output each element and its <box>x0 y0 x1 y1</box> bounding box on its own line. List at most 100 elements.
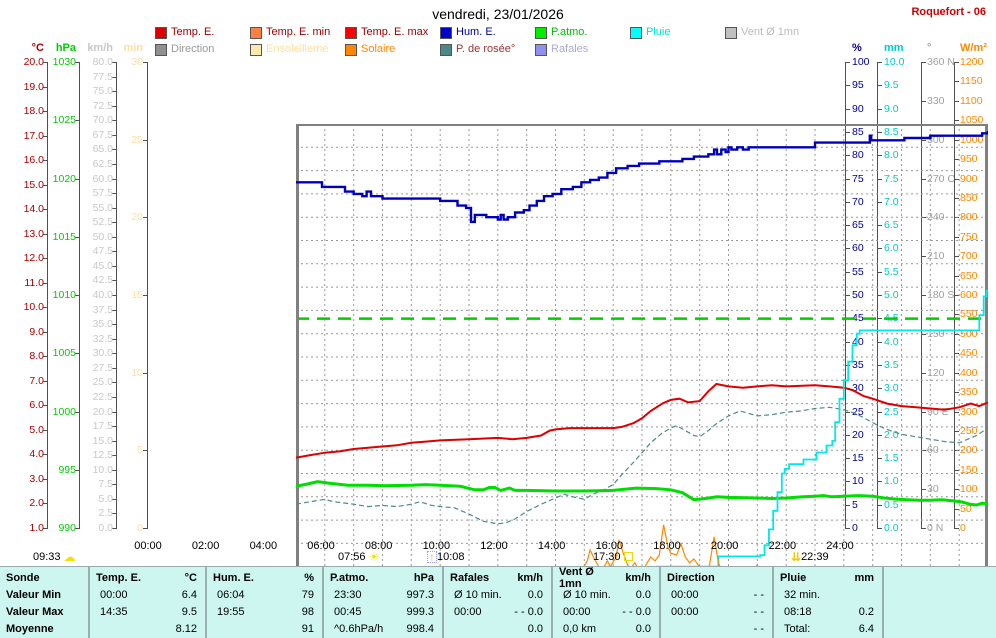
tick-label: 7.0 <box>884 195 899 208</box>
tick <box>112 528 116 529</box>
stats-cell-time: 14:35 <box>100 605 128 618</box>
legend-swatch <box>250 27 262 39</box>
stats-cell-value: 0.2 <box>858 605 874 618</box>
tick-label: 50 <box>852 289 864 301</box>
tick <box>112 222 116 224</box>
tick-label: 13.0 <box>23 227 44 240</box>
time-label: 20:00 <box>710 540 739 552</box>
tick-label: 10.0 <box>23 301 44 314</box>
tick-label: 0.5 <box>884 498 899 511</box>
tick-label: 400 <box>960 366 978 379</box>
cloud-icon: ☁ <box>63 550 76 564</box>
tick-label: 700 <box>960 250 978 263</box>
tick <box>75 295 79 296</box>
arrow-up-icon: ↑ <box>427 550 437 564</box>
tick-label: 7.0 <box>29 374 44 387</box>
tick-label: 80.0 <box>92 56 113 68</box>
stats-cell: 00:00 - - 0.0 <box>553 603 659 620</box>
tick <box>112 295 116 296</box>
stats-col-name: Vent Ø 1mn <box>559 565 594 590</box>
legend-label: Vent Ø 1mn <box>741 26 800 38</box>
tick-label: 950 <box>960 153 978 166</box>
stats-cell-value: 91 <box>301 622 314 635</box>
tick-label: 30 <box>927 483 939 496</box>
tick <box>922 333 926 335</box>
tick <box>112 469 116 471</box>
series-p-atmo- <box>296 480 988 507</box>
tick <box>922 295 926 296</box>
series-temp-e- <box>296 382 988 459</box>
tick-label: 150 <box>960 463 978 476</box>
legend-swatch <box>440 27 452 39</box>
tick-label: 10.0 <box>92 463 113 476</box>
humidity-axis-line <box>845 62 846 529</box>
temp-axis-line <box>47 62 48 529</box>
tick <box>43 528 47 529</box>
tick-label: 55.0 <box>92 201 113 214</box>
legend-swatch <box>345 27 357 39</box>
tick-label: 12.0 <box>23 252 44 265</box>
stats-row-headers: Sonde Valeur Min Valeur Max Moyenne <box>0 567 88 638</box>
tick-label: 45 <box>852 312 864 325</box>
tick-label: 1020 <box>52 172 76 185</box>
tick-label: 9.0 <box>29 325 44 338</box>
tick <box>112 236 116 238</box>
tick <box>75 353 79 355</box>
tick-label: 2.5 <box>884 405 899 418</box>
ephemeris-time: 07:56 <box>338 551 366 563</box>
tick <box>878 411 882 413</box>
tick-label: 210 <box>927 250 945 263</box>
ephemeris-marker-sunset-square: 17:30 <box>593 551 633 563</box>
tick-label: 11.0 <box>24 276 44 289</box>
tick <box>922 489 926 491</box>
tick <box>922 372 926 374</box>
tick-label: 750 <box>960 230 978 243</box>
tick-label: 1005 <box>52 347 76 360</box>
tick <box>143 528 147 529</box>
tick <box>878 458 882 460</box>
tick <box>112 207 116 209</box>
stats-cell-time: 06:04 <box>217 588 245 601</box>
direction-axis-line <box>921 62 922 529</box>
tick-label: 500 <box>960 327 978 340</box>
tick <box>955 295 959 296</box>
ephemeris-time: 17:30 <box>593 551 621 563</box>
tick <box>922 100 926 102</box>
tick <box>955 353 959 355</box>
tick-label: 120 <box>927 366 945 379</box>
stats-cell: 06:04 79 <box>207 586 322 603</box>
stats-col-name: Hum. E. <box>213 571 254 584</box>
tick <box>112 76 116 78</box>
stats-cell: 23:30 997.3 <box>324 586 442 603</box>
legend-label: Direction <box>171 43 215 55</box>
stats-row-label: Valeur Max <box>6 605 64 618</box>
tick-label: 1015 <box>52 230 76 243</box>
tick-label: 4.0 <box>884 335 899 348</box>
tick <box>43 454 47 456</box>
tick <box>955 314 959 316</box>
tick <box>955 197 959 199</box>
stats-row-label: Sonde <box>6 571 40 584</box>
stats-col-pluie: Pluie mm 32 min. 08:18 0.2 Total: 6.4 <box>772 567 882 638</box>
tick <box>846 458 850 460</box>
tick-label: 60 <box>852 242 864 255</box>
tick-label: 22.5 <box>92 390 113 403</box>
legend-label: Pluie <box>646 26 671 38</box>
tick-label: 35.0 <box>92 318 113 331</box>
stats-cell: 19:55 98 <box>207 603 322 620</box>
ephemeris-marker-arrow-down: ⇊22:39 <box>791 551 829 563</box>
stats-col-unit: °C <box>184 571 197 584</box>
wind-axis-header: km/h <box>87 42 113 54</box>
tick <box>846 411 850 413</box>
statistics-table: Sonde Valeur Min Valeur Max Moyenne Temp. E.… <box>0 566 996 638</box>
tick-label: 360 N <box>927 56 956 68</box>
tick-label: 50 <box>960 502 972 515</box>
stats-cell: Ø 10 min. 0.0 <box>553 586 659 603</box>
tick <box>878 528 882 529</box>
tick <box>922 178 926 180</box>
tick-label: 5.0 <box>98 492 113 505</box>
stats-cell-time: 32 min. <box>784 588 821 601</box>
tick <box>846 528 850 529</box>
rain-axis-header: mm <box>884 42 904 54</box>
